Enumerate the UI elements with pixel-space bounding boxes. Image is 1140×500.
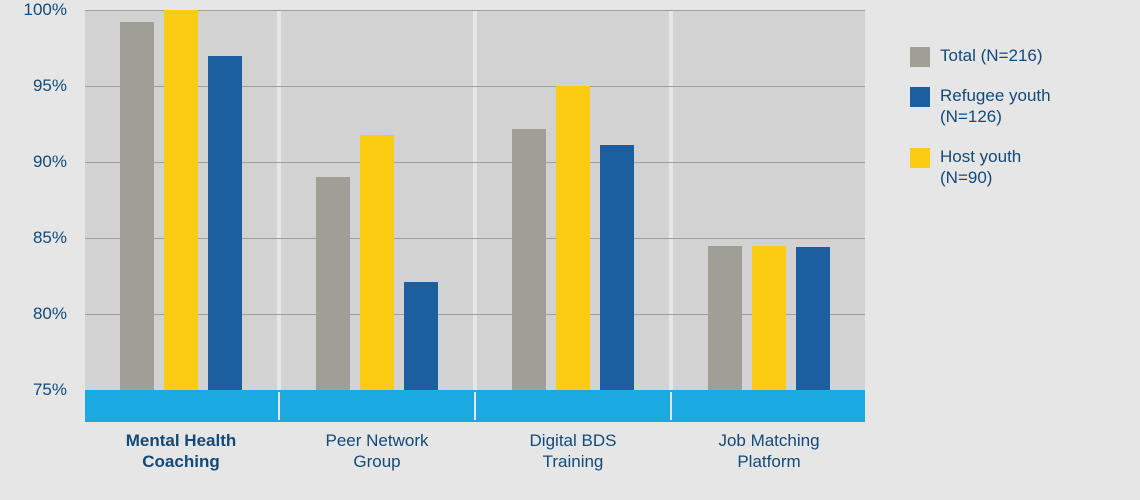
bar [708, 246, 743, 390]
y-axis: 75%80%85%90%95%100% [0, 10, 75, 390]
bar [120, 22, 155, 390]
bar [404, 282, 439, 390]
plot-area [85, 10, 865, 390]
y-tick-label: 100% [24, 0, 67, 20]
x-axis-label: Digital BDSTraining [477, 430, 669, 473]
y-tick-label: 85% [33, 228, 67, 248]
bar [512, 129, 547, 390]
legend-item: Refugee youth(N=126) [910, 85, 1120, 128]
gridline [673, 162, 865, 163]
legend-swatch [910, 47, 930, 67]
gridline [673, 86, 865, 87]
gridline [477, 10, 669, 11]
y-tick-label: 80% [33, 304, 67, 324]
gridline [673, 10, 865, 11]
chart-panel [281, 10, 473, 390]
legend-label: Host youth(N=90) [940, 146, 1021, 189]
chart-panel [673, 10, 865, 390]
bar [360, 135, 395, 390]
x-axis-label: Mental HealthCoaching [85, 430, 277, 473]
bar [208, 56, 243, 390]
x-label-line1: Mental Health [85, 430, 277, 451]
legend-item: Host youth(N=90) [910, 146, 1120, 189]
y-tick-label: 90% [33, 152, 67, 172]
gridline [281, 86, 473, 87]
y-tick-label: 95% [33, 76, 67, 96]
chart-panel [477, 10, 669, 390]
gridline [281, 10, 473, 11]
x-label-line2: Training [477, 451, 669, 472]
x-label-line1: Job Matching [673, 430, 865, 451]
strip-divider [278, 392, 280, 420]
legend: Total (N=216) Refugee youth(N=126) Host yo… [910, 45, 1120, 206]
bar [316, 177, 351, 390]
bar [752, 246, 787, 390]
x-label-line2: Coaching [85, 451, 277, 472]
bar [164, 10, 199, 390]
x-label-line2: Group [281, 451, 473, 472]
bar [796, 247, 831, 390]
x-label-line1: Peer Network [281, 430, 473, 451]
legend-label: Refugee youth(N=126) [940, 85, 1051, 128]
y-tick-label: 75% [33, 380, 67, 400]
bar [600, 145, 635, 390]
chart-panel [85, 10, 277, 390]
x-label-line2: Platform [673, 451, 865, 472]
legend-item: Total (N=216) [910, 45, 1120, 67]
legend-label: Total (N=216) [940, 45, 1043, 66]
legend-swatch [910, 148, 930, 168]
x-axis-label: Job MatchingPlatform [673, 430, 865, 473]
x-axis-strip [85, 390, 865, 422]
x-label-line1: Digital BDS [477, 430, 669, 451]
chart-container: 75% 80% 85% 90% 95% 100% Mental HealthCoachin… [0, 0, 1140, 500]
gridline [673, 238, 865, 239]
strip-divider [474, 392, 476, 420]
x-axis-label: Peer NetworkGroup [281, 430, 473, 473]
strip-divider [670, 392, 672, 420]
x-axis-labels: Mental HealthCoachingPeer NetworkGroupDi… [85, 430, 865, 490]
bar [556, 86, 591, 390]
legend-swatch [910, 87, 930, 107]
